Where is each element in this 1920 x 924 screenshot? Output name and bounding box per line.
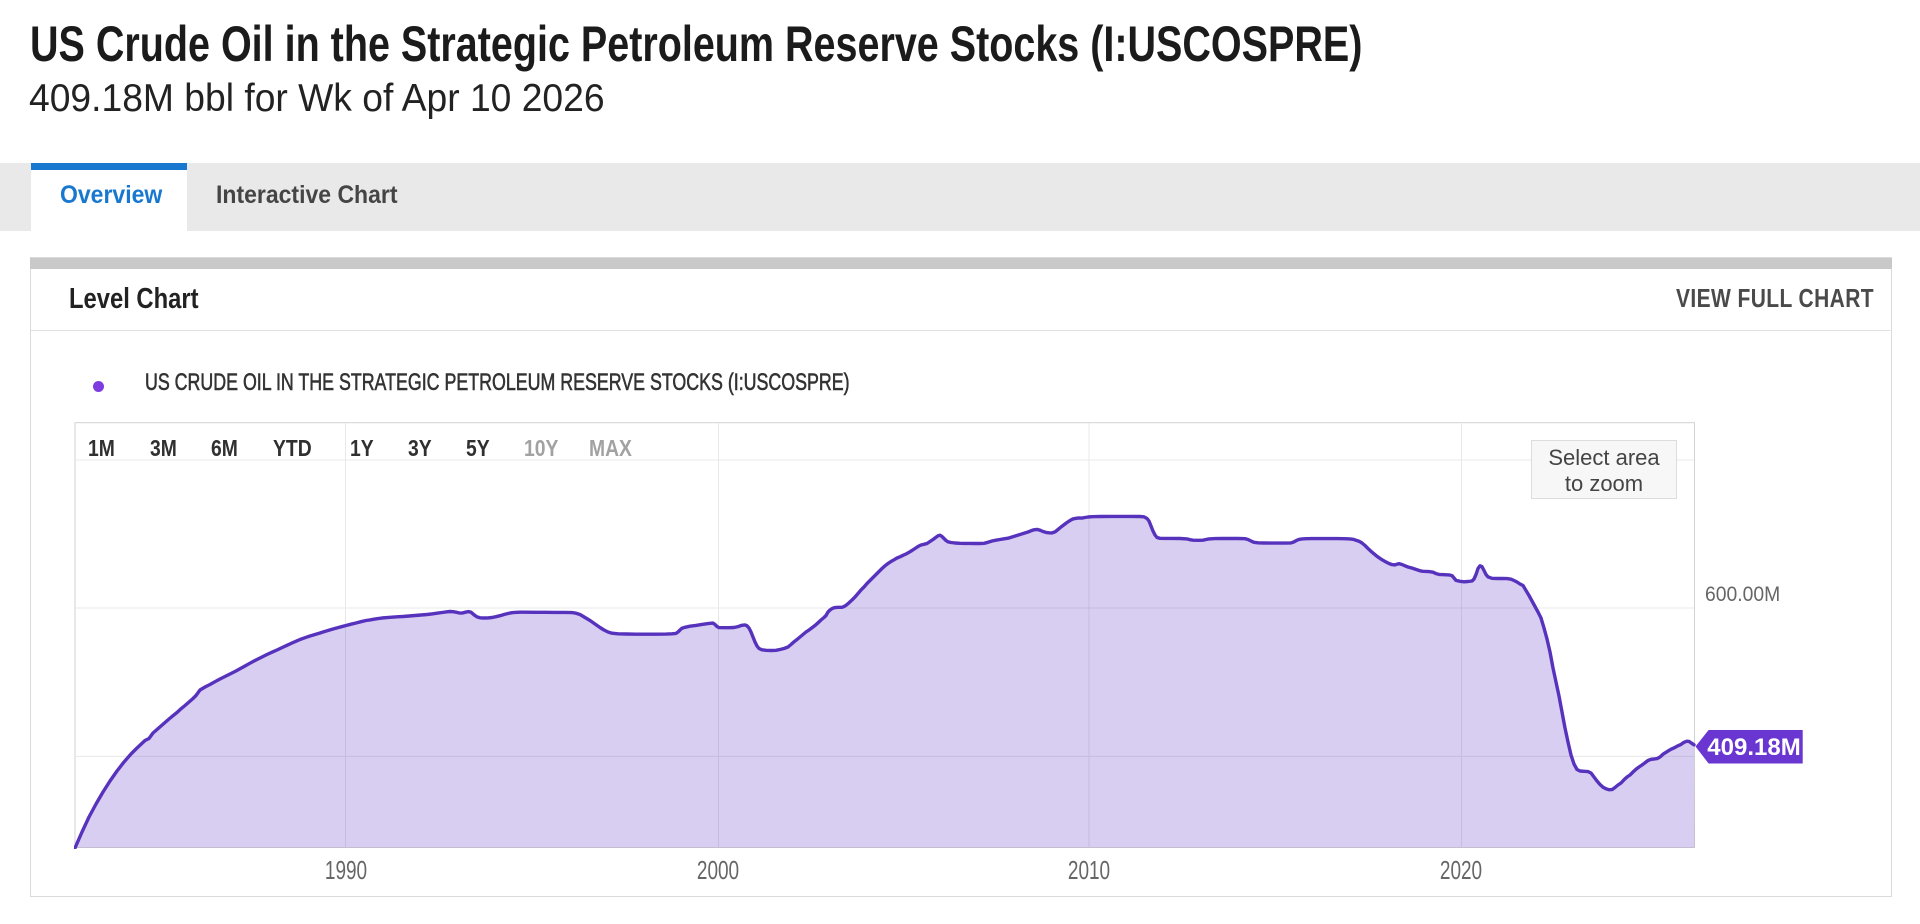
svg-text:409.18M: 409.18M bbox=[1707, 734, 1800, 761]
